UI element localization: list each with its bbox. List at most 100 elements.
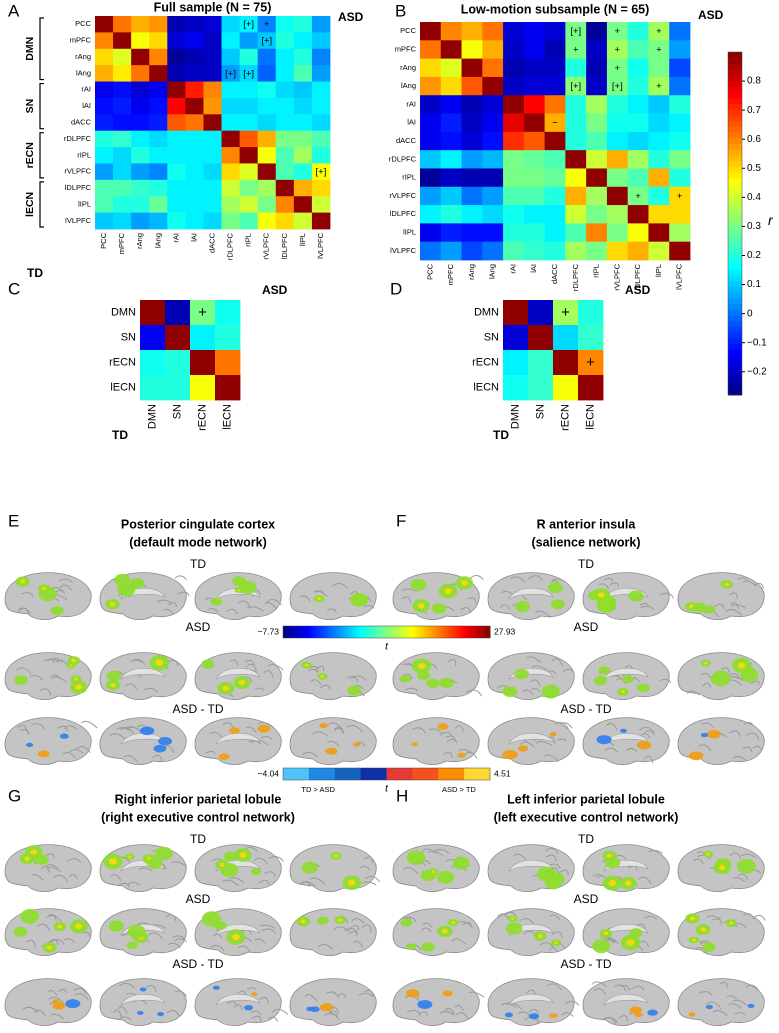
brain-surface [99,717,187,765]
activation-blob [504,1012,513,1018]
significance-mark: [+] [225,68,236,79]
column-label: rAI [171,233,180,243]
heatmap-cell [669,131,691,151]
brain-sulcus [422,922,433,928]
heatmap-cell [113,16,132,33]
brain-surface [677,572,765,620]
colorbar-step [383,626,387,638]
colorbar-step [372,626,377,638]
brain-sulcus [167,942,181,949]
brain-sulcus [754,914,766,921]
brain-sulcus [143,687,159,694]
brain-sulcus [639,602,650,608]
brain-outline [289,717,377,765]
brain-outline [194,717,282,765]
colorbar-step [345,626,350,638]
heatmap-cell [215,300,241,326]
brain-sulcus [740,853,757,859]
row-label: lAng [76,68,91,77]
row-label: lAI [82,101,91,110]
activation-blob [442,990,453,997]
activation-blob [210,597,223,606]
activation-blob [239,580,257,595]
brain-sulcus [698,744,712,752]
heatmap-cell [669,40,691,60]
brain-sulcus [737,577,748,581]
heatmap-cell [275,147,295,164]
brain-sulcus [467,597,477,604]
brain-sulcus [253,857,268,865]
heatmap-cell [420,58,442,78]
column-label: lAng [153,233,162,248]
heatmap-cell [544,241,566,261]
activation-peak [441,928,448,934]
corpus-callosum [603,667,649,680]
column-label: lVLPFC [675,263,684,289]
brain-sulcus [446,738,458,744]
brain-sulcus [46,914,57,922]
heatmap-cell [586,131,608,151]
activation-peak [75,684,83,690]
colorbar-step [728,52,742,59]
heatmap-cell [167,196,186,214]
heatmap-cell [257,212,277,230]
heatmap-cell [221,114,241,132]
heatmap-cell [648,150,670,169]
activation-blob [34,854,49,865]
column-label: lDLPFC [633,263,642,290]
heatmap-cell [440,131,462,151]
colorbar-step [728,217,742,224]
heatmap-cell [606,168,629,188]
heatmap-cell [420,40,442,60]
heatmap-cell [440,95,462,114]
heatmap-cell [203,48,222,66]
heatmap-cell [275,179,295,197]
heatmap-cell [203,32,222,50]
heatmap-cell [553,300,579,326]
brain-sulcus [559,722,573,729]
brain-sulcus [604,747,619,753]
heatmap-cell [239,147,259,164]
colorbar-step [728,326,742,333]
brain-sulcus [604,938,619,945]
colorbar-step [424,626,429,638]
activation-blob [502,686,518,698]
heatmap-cell [311,212,331,230]
heatmap-cell [113,163,132,181]
heatmap-cell [627,95,649,114]
heatmap-cell [523,22,546,41]
heatmap-cell [420,186,442,206]
brain-sulcus [18,608,31,614]
brain-sulcus [326,740,340,747]
heatmap-cell [221,147,241,164]
brain-sulcus [551,931,563,939]
activation-blob [628,590,644,602]
heatmap-cell [95,179,114,197]
brain-sulcus [317,944,334,950]
colorbar-step [438,768,465,780]
brain-sulcus [746,984,760,992]
row-label: ASD - TD [560,957,611,971]
heatmap-cell [131,147,150,164]
brain-sulcus [259,924,276,929]
heatmap-cell [544,150,566,169]
activation-peak [737,662,746,669]
heatmap-cell [461,168,483,188]
colorbar-step [728,354,742,362]
brain-sulcus [246,726,257,734]
brain-sulcus [610,674,622,680]
brain-sulcus [543,754,559,762]
heatmap-cell [420,131,442,151]
colorbar-step [728,234,742,242]
brain-surface [4,978,92,1026]
brain-sulcus [308,668,319,673]
heatmap-cell [311,196,331,214]
brain-sulcus [49,674,60,679]
heatmap-cell [523,40,546,60]
heatmap-cell [95,114,114,132]
significance-mark: + [656,44,662,55]
activation-blob [505,922,523,935]
heatmap-cell [669,22,691,41]
heatmap-cell [185,147,204,164]
